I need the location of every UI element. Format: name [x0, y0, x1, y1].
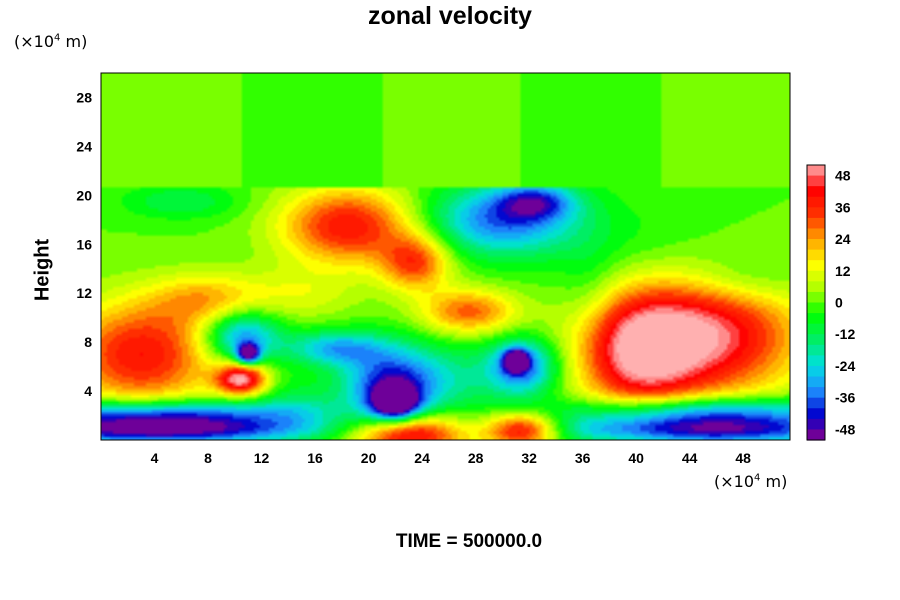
colorbar-band: [807, 196, 825, 208]
x-tick-label: 36: [575, 450, 591, 466]
colorbar-tick-label: 48: [835, 168, 851, 184]
colorbar-band: [807, 418, 825, 431]
colorbar-tick-label: -12: [835, 326, 855, 342]
y-tick-label: 12: [76, 285, 92, 301]
colorbar-band: [807, 175, 825, 187]
x-tick-label: 20: [361, 450, 377, 466]
x-tick-label: 8: [204, 450, 212, 466]
y-unit-suffix: m): [60, 32, 88, 51]
colorbar-band: [807, 260, 825, 272]
colorbar-band: [807, 228, 825, 240]
y-unit-prefix: (×10: [14, 32, 55, 51]
colorbar-band: [807, 249, 825, 261]
colorbar-band: [807, 387, 825, 399]
x-tick-label: 4: [151, 450, 159, 466]
time-label: TIME = 500000.0: [395, 531, 543, 552]
colorbar-band: [807, 302, 825, 314]
y-tick-label: 28: [76, 89, 92, 105]
colorbar-band: [807, 165, 825, 177]
colorbar-band: [807, 207, 825, 219]
colorbar-band: [807, 344, 825, 356]
colorbar-tick-label: 24: [835, 231, 851, 247]
x-unit-suffix: m): [760, 472, 788, 491]
colorbar-frame: [806, 164, 826, 441]
colorbar-band: [807, 376, 825, 388]
colorbar-band: [807, 429, 825, 441]
colorbar-band: [807, 397, 825, 409]
y-tick-label: 20: [76, 187, 92, 203]
x-unit-prefix: (×10: [714, 472, 755, 491]
chart-title: zonal velocity: [368, 2, 532, 30]
x-unit-exponent: 4: [754, 472, 761, 484]
colorbar-band: [807, 270, 825, 282]
colorbar-tick-label: -48: [835, 421, 855, 437]
colorbar-ticks: 48 36 24 12 0 -12 -24 -36 -48: [835, 168, 855, 438]
colorbar-band: [807, 365, 825, 378]
colorbar-tick-label: 0: [835, 295, 843, 311]
x-axis-ticks: 4 8 12 16 20 24 28 32 36 40 44 48: [151, 450, 752, 466]
plot-frame: [100, 72, 791, 441]
colorbar-band: [807, 217, 825, 230]
y-tick-label: 4: [84, 383, 92, 399]
x-tick-label: 28: [468, 450, 484, 466]
x-tick-label: 24: [414, 450, 430, 466]
y-axis-unit: (×104 m): [14, 32, 87, 51]
colorbar-band: [807, 313, 825, 325]
y-tick-label: 8: [84, 334, 92, 350]
y-tick-label: 16: [76, 236, 92, 252]
colorbar-tick-label: 36: [835, 199, 851, 215]
colorbar-band: [807, 281, 825, 293]
colorbar-tick-label: 12: [835, 263, 851, 279]
velocity-field-image: [101, 73, 790, 440]
y-tick-label: 24: [76, 138, 92, 154]
colorbar-band: [807, 408, 825, 420]
colorbar-band: [807, 323, 825, 335]
colorbar-band: [807, 334, 825, 346]
x-tick-label: 48: [735, 450, 751, 466]
y-unit-exponent: 4: [54, 32, 61, 44]
y-axis-ticks: 4 8 12 16 20 24 28: [76, 89, 92, 399]
x-tick-label: 32: [521, 450, 537, 466]
x-tick-label: 40: [628, 450, 644, 466]
colorbar-band: [807, 291, 825, 304]
x-tick-label: 12: [254, 450, 270, 466]
colorbar-band: [807, 355, 825, 367]
x-axis-unit: (×104 m): [714, 472, 787, 491]
colorbar-tick-label: -36: [835, 390, 855, 406]
colorbar-band: [807, 186, 825, 198]
colorbar: [806, 164, 826, 441]
x-tick-label: 16: [307, 450, 323, 466]
colorbar-band: [807, 239, 825, 251]
x-tick-label: 44: [682, 450, 698, 466]
colorbar-tick-label: -24: [835, 358, 855, 374]
